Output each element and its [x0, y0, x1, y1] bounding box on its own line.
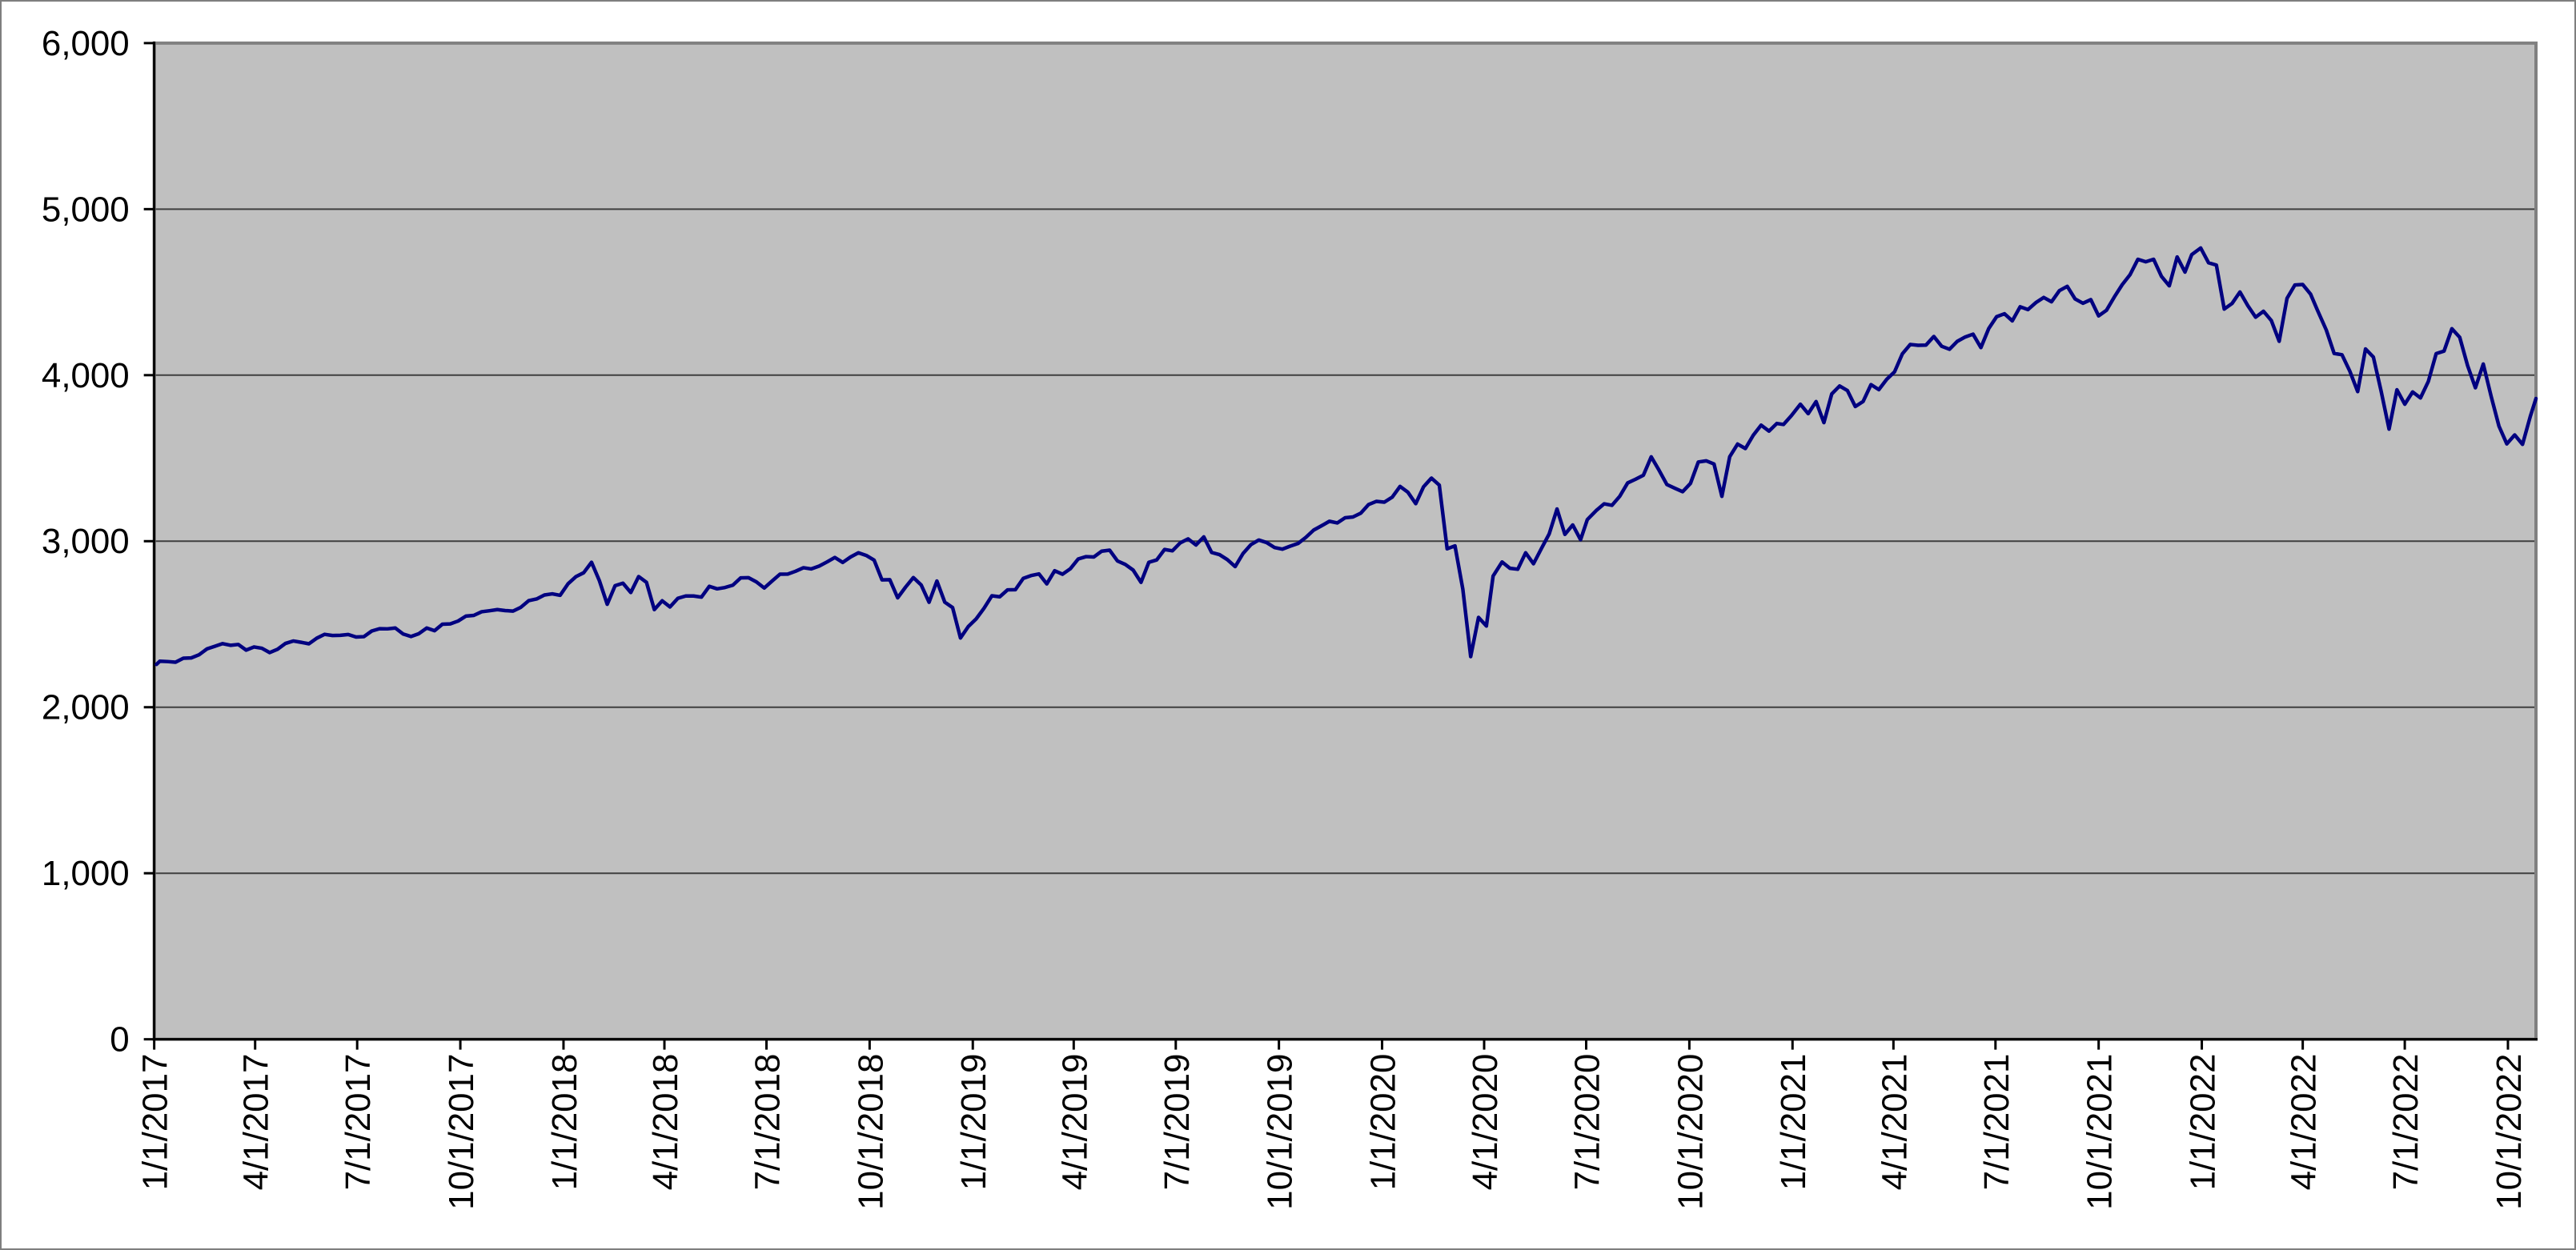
x-axis-tick-label: 10/1/2019: [1261, 1054, 1300, 1210]
y-axis-tick-label: 6,000: [42, 24, 130, 63]
x-axis-tick-label: 1/1/2021: [1774, 1054, 1813, 1191]
x-axis-tick-label: 4/1/2022: [2285, 1054, 2324, 1191]
x-axis-tick-label: 1/1/2020: [1364, 1054, 1403, 1191]
x-axis-tick-label: 7/1/2017: [339, 1054, 378, 1191]
x-axis-tick-label: 4/1/2017: [237, 1054, 276, 1191]
x-axis-tick-label: 4/1/2020: [1466, 1054, 1505, 1191]
x-axis-tick-label: 10/1/2017: [442, 1054, 481, 1210]
x-axis-tick-label: 1/1/2017: [136, 1054, 175, 1191]
x-axis-tick-label: 7/1/2019: [1158, 1054, 1197, 1191]
y-axis-tick-label: 0: [110, 1020, 129, 1060]
x-axis-tick-label: 7/1/2018: [748, 1054, 787, 1191]
x-axis-tick-label: 1/1/2022: [2184, 1054, 2223, 1191]
x-axis-tick-label: 4/1/2018: [646, 1054, 685, 1191]
x-axis-tick-label: 1/1/2018: [545, 1054, 584, 1191]
x-axis-tick-label: 7/1/2021: [1977, 1054, 2016, 1191]
y-axis-tick-label: 3,000: [42, 522, 130, 561]
x-axis-tick-label: 10/1/2021: [2080, 1054, 2120, 1210]
y-axis-tick-label: 5,000: [42, 190, 130, 229]
x-axis-tick-label: 1/1/2019: [954, 1054, 993, 1191]
x-axis-tick-label: 4/1/2019: [1055, 1054, 1094, 1191]
x-axis-tick-label: 10/1/2020: [1671, 1054, 1710, 1210]
x-axis-tick-label: 4/1/2021: [1875, 1054, 1914, 1191]
data-series-line: [154, 246, 2538, 667]
x-axis-tick-label: 10/1/2018: [851, 1054, 890, 1210]
x-axis-tick-label: 7/1/2020: [1567, 1054, 1607, 1191]
y-axis-tick-label: 4,000: [42, 356, 130, 395]
x-axis-tick-label: 10/1/2022: [2490, 1054, 2529, 1210]
x-axis-tick-label: 7/1/2022: [2386, 1054, 2426, 1191]
y-axis-tick-label: 1,000: [42, 854, 130, 893]
y-axis-tick-label: 2,000: [42, 688, 130, 727]
